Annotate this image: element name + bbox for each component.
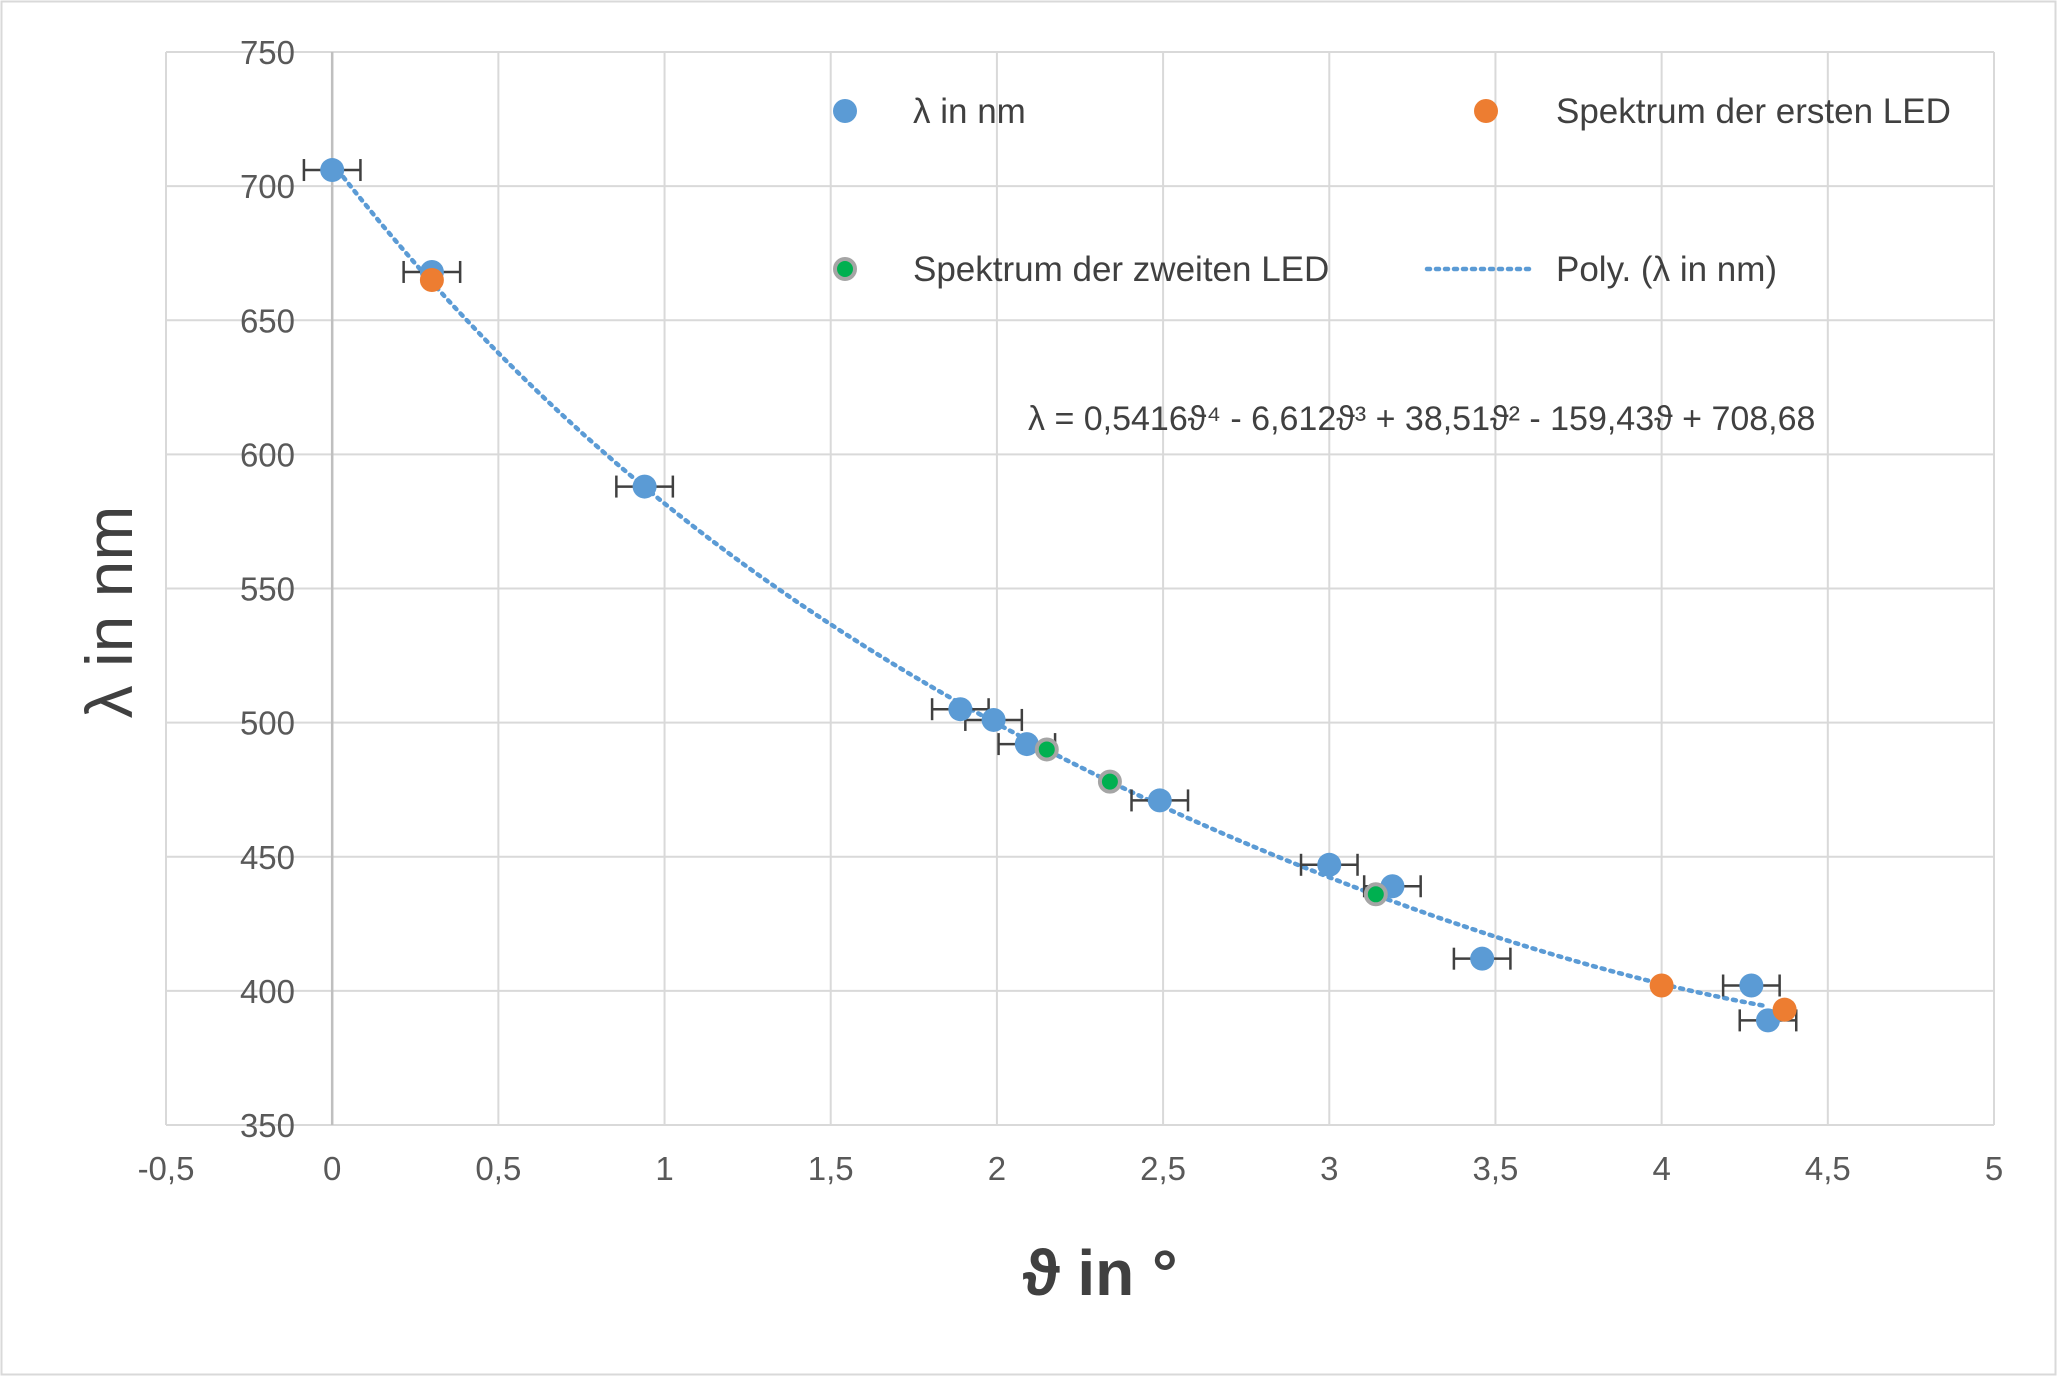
legend-marker [833, 257, 857, 281]
data-point [1034, 737, 1059, 762]
data-point [320, 158, 345, 183]
x-axis-title: ϑ in ° [1022, 1237, 1177, 1309]
y-tick-label: 650 [240, 302, 295, 339]
data-point [1147, 788, 1172, 813]
data-point [1014, 732, 1039, 757]
legend-label: Spektrum der ersten LED [1556, 92, 1951, 131]
x-tick-label: 1,5 [808, 1150, 854, 1187]
x-tick-label: 2,5 [1140, 1150, 1186, 1187]
x-tick-label: 1 [655, 1150, 673, 1187]
data-point [948, 697, 973, 722]
x-tick-label: 3 [1320, 1150, 1338, 1187]
data-points [320, 158, 1797, 1033]
legend: λ in nm Spektrum der ersten LED Spektrum d… [833, 92, 1951, 289]
y-tick-label: 500 [240, 705, 295, 742]
legend-label: λ in nm [913, 92, 1026, 131]
data-point [1097, 769, 1122, 794]
y-tick-labels: 350 400 450 500 550 600 650 700 750 [240, 34, 295, 1144]
data-point [419, 268, 444, 293]
x-tick-label: 4,5 [1805, 1150, 1851, 1187]
data-point [1470, 946, 1495, 971]
legend-label: Poly. (λ in nm) [1556, 250, 1777, 289]
legend-label: Spektrum der zweiten LED [913, 250, 1329, 289]
y-tick-label: 700 [240, 168, 295, 205]
data-point [1317, 852, 1342, 877]
data-point [1772, 997, 1797, 1022]
x-tick-label: 0 [323, 1150, 341, 1187]
legend-marker [1474, 99, 1498, 123]
y-tick-label: 550 [240, 571, 295, 608]
data-point [1739, 973, 1764, 998]
x-tick-label: 0,5 [475, 1150, 521, 1187]
y-axis-title: λ in nm [72, 506, 146, 719]
y-tick-label: 350 [240, 1107, 295, 1144]
y-tick-label: 400 [240, 973, 295, 1010]
data-point [981, 707, 1006, 732]
data-point [1649, 973, 1674, 998]
legend-marker [833, 99, 857, 123]
x-tick-label: 2 [988, 1150, 1006, 1187]
y-tick-label: 600 [240, 436, 295, 473]
data-point [1363, 882, 1388, 907]
x-tick-label: -0,5 [138, 1150, 195, 1187]
y-tick-label: 450 [240, 839, 295, 876]
x-tick-labels: -0,5 0 0,5 1 1,5 2 2,5 3 3,5 4 4,5 5 [138, 1150, 2004, 1187]
x-tick-label: 3,5 [1473, 1150, 1519, 1187]
x-tick-label: 4 [1652, 1150, 1670, 1187]
data-point [632, 474, 657, 499]
y-tick-label: 750 [240, 34, 295, 71]
x-tick-label: 5 [1985, 1150, 2003, 1187]
trendline-equation: λ = 0,5416ϑ⁴ - 6,612ϑ³ + 38,51ϑ² - 159,4… [1028, 400, 1815, 438]
